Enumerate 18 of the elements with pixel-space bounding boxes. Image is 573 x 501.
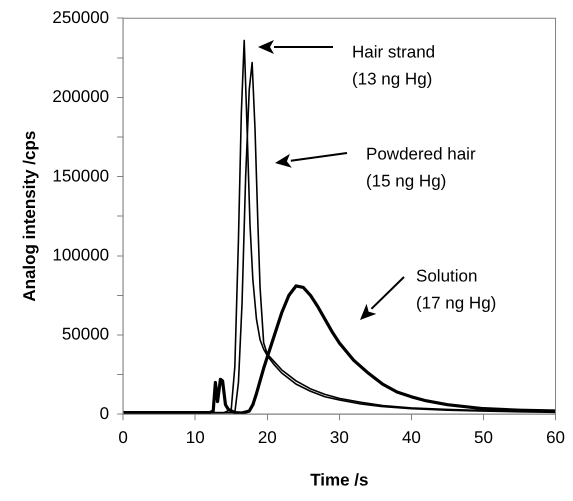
x-tick-label: 0 [118, 428, 128, 448]
x-tick-label: 20 [258, 428, 277, 448]
y-tick-label: 200000 [52, 87, 110, 106]
annotation: Solution (17 ng Hg) [416, 266, 496, 313]
y-tick-label: 0 [100, 404, 110, 423]
x-tick-label: 50 [474, 428, 493, 448]
x-tick-label: 60 [546, 428, 566, 448]
annotation: Powdered hair (15 ng Hg) [366, 144, 476, 191]
annotation: Hair strand (13 ng Hg) [352, 42, 436, 89]
y-tick-label: 250000 [52, 8, 110, 27]
x-tick-label: 40 [402, 428, 421, 448]
y-tick-label: 100000 [52, 245, 110, 264]
x-axis-title: Time /s [310, 470, 368, 490]
y-axis-title: Analog intensity /cps [20, 130, 39, 302]
x-tick-label: 10 [186, 428, 205, 448]
x-tick-label: 30 [330, 428, 349, 448]
y-tick-label: 50000 [62, 324, 110, 344]
y-tick-label: 150000 [52, 166, 110, 186]
